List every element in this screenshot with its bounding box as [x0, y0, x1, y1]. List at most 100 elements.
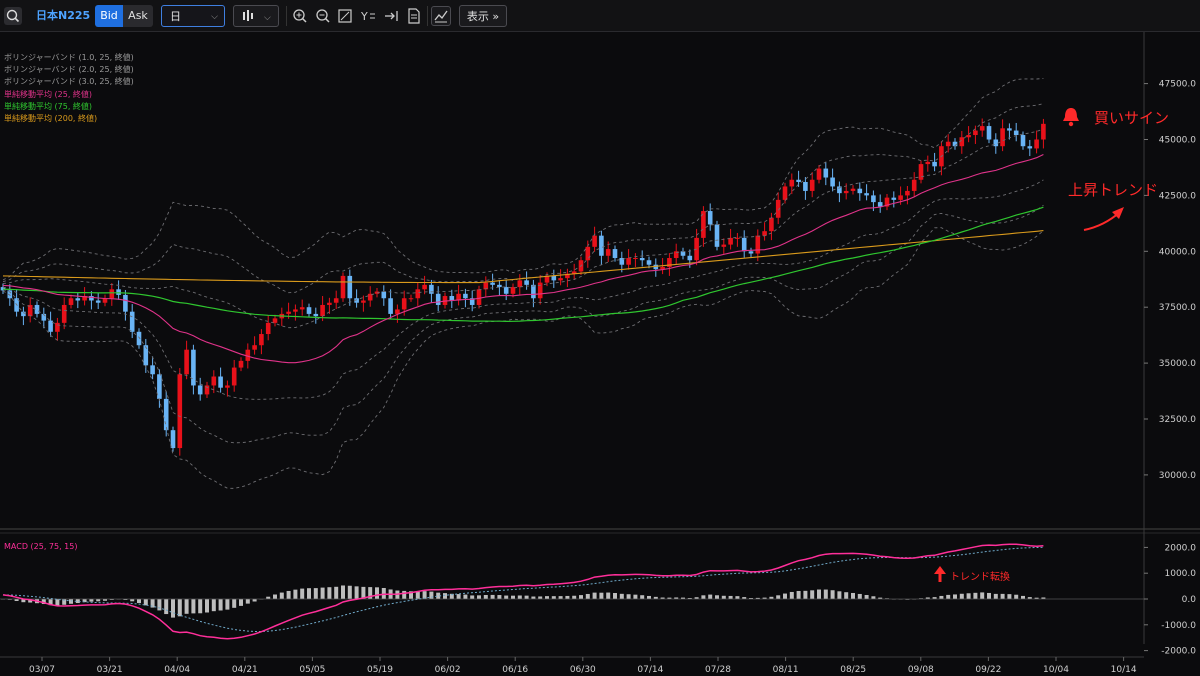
candle-body	[707, 211, 713, 225]
macd-hist-bar	[742, 597, 747, 599]
price-tick-label: 47500.0	[1159, 80, 1196, 90]
candle-body	[435, 293, 441, 305]
macd-hist-bar	[41, 599, 46, 605]
candle-body	[313, 313, 319, 317]
macd-hist-bar	[626, 594, 631, 599]
candle-body	[27, 304, 33, 317]
zoom-out-icon[interactable]	[313, 6, 333, 26]
legend-sma25[interactable]: 単純移動平均 (25, 終値)	[4, 89, 93, 99]
candle-body	[429, 284, 434, 294]
candle-body	[299, 307, 305, 310]
candle-body	[503, 287, 509, 294]
candle-body	[850, 188, 856, 191]
candle-body	[673, 251, 679, 259]
candle-body	[469, 298, 475, 305]
candle-body	[497, 284, 502, 288]
macd-hist-bar	[1021, 595, 1025, 599]
candle-body	[286, 311, 291, 314]
macd-hist-bar	[708, 594, 713, 599]
display-menu-button[interactable]: 表示 »	[459, 5, 507, 27]
macd-hist-bar	[817, 589, 821, 599]
ask-button[interactable]: Ask	[123, 5, 153, 27]
macd-hist-bar	[177, 599, 182, 617]
macd-hist-bar	[429, 591, 434, 599]
macd-hist-bar	[211, 599, 216, 612]
macd-hist-bar	[973, 592, 978, 599]
macd-hist-bar	[939, 595, 944, 599]
macd-tick-label: -1000.0	[1161, 621, 1196, 631]
price-tick-label: 42500.0	[1159, 191, 1196, 201]
date-tick-label: 03/21	[97, 665, 123, 675]
candle-body	[306, 307, 312, 314]
macd-hist-bar	[1014, 594, 1019, 599]
bid-button[interactable]: Bid	[95, 5, 123, 27]
candle-body	[755, 235, 761, 254]
legend-bb2[interactable]: ボリンジャーバンド (2.0, 25, 終値)	[4, 65, 134, 75]
candle-body	[245, 349, 251, 361]
candle-body	[612, 249, 618, 259]
macd-hist-bar	[572, 595, 577, 599]
legend-sma200[interactable]: 単純移動平均 (200, 終値)	[4, 114, 98, 124]
price-tick-label: 32500.0	[1159, 415, 1196, 425]
chart-type-select[interactable]: ⌵	[233, 5, 279, 27]
macd-hist-bar	[361, 586, 366, 599]
macd-hist-bar	[150, 599, 155, 608]
macd-hist-bar	[157, 599, 162, 611]
macd-hist-bar	[14, 599, 19, 601]
candle-body	[721, 244, 727, 247]
macd-hist-bar	[640, 595, 645, 599]
candle-body	[95, 300, 101, 303]
candle-body	[333, 298, 339, 303]
period-value: 日	[170, 10, 181, 23]
macd-tick-label: -2000.0	[1161, 647, 1196, 657]
candle-body	[911, 179, 917, 191]
macd-hist-bar	[286, 590, 291, 599]
candle-body	[816, 168, 822, 180]
candle-body	[483, 282, 489, 290]
macd-hist-bar	[130, 599, 135, 602]
candle-body	[898, 195, 903, 200]
candle-body	[843, 190, 849, 194]
macd-hist-bar	[463, 594, 468, 599]
compare-chart-icon[interactable]	[431, 6, 451, 26]
candle-body	[395, 309, 400, 314]
period-select[interactable]: 日 ⌵	[161, 5, 225, 27]
candle-body	[422, 284, 427, 290]
date-tick-label: 06/16	[502, 665, 528, 675]
date-tick-label: 08/11	[773, 665, 799, 675]
candle-body	[531, 284, 536, 299]
symbol-label[interactable]: 日本N225	[36, 9, 91, 22]
candle-body	[259, 334, 264, 346]
date-tick-label: 03/07	[29, 665, 55, 675]
fit-icon[interactable]	[335, 6, 355, 26]
candle-body	[354, 298, 359, 303]
scroll-end-icon[interactable]	[381, 6, 401, 26]
macd-hist-bar	[436, 592, 441, 599]
legend-bb1[interactable]: ボリンジャーバンド (1.0, 25, 終値)	[4, 53, 134, 62]
macd-hist-bar	[681, 597, 685, 599]
chart-area[interactable]: 30000.0 32500.0 35000.0 37500.0 40000.0 42500…	[0, 32, 1200, 676]
date-tick-label: 06/02	[435, 665, 461, 675]
candle-body	[184, 349, 189, 375]
y-axis-icon[interactable]: Y	[358, 6, 378, 26]
candle-body	[401, 298, 407, 310]
macd-hist-bar	[456, 594, 461, 599]
candle-body	[361, 300, 366, 303]
macd-hist-bar	[443, 593, 447, 599]
macd-hist-bar	[776, 595, 781, 599]
macd-hist-bar	[334, 586, 339, 599]
legend-bb3[interactable]: ボリンジャーバンド (3.0, 25, 終値)	[4, 77, 134, 87]
macd-hist-bar	[504, 595, 509, 599]
document-icon[interactable]	[404, 6, 424, 26]
macd-tick-label: 1000.0	[1165, 569, 1197, 579]
macd-hist-bar	[55, 599, 60, 606]
legend-sma75[interactable]: 単純移動平均 (75, 終値)	[4, 101, 93, 111]
bollinger-upper-1	[2, 128, 1044, 329]
candle-body	[109, 289, 115, 299]
macd-hist-bar	[171, 599, 175, 618]
macd-hist-bar	[48, 599, 53, 606]
zoom-in-icon[interactable]	[290, 6, 310, 26]
search-icon[interactable]	[4, 7, 22, 25]
candle-body	[537, 282, 543, 299]
macd-hist-bar	[953, 594, 957, 599]
